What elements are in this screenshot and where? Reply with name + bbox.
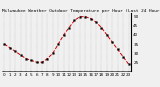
Text: Milwaukee Weather Outdoor Temperature per Hour (Last 24 Hours): Milwaukee Weather Outdoor Temperature pe… — [2, 9, 160, 13]
